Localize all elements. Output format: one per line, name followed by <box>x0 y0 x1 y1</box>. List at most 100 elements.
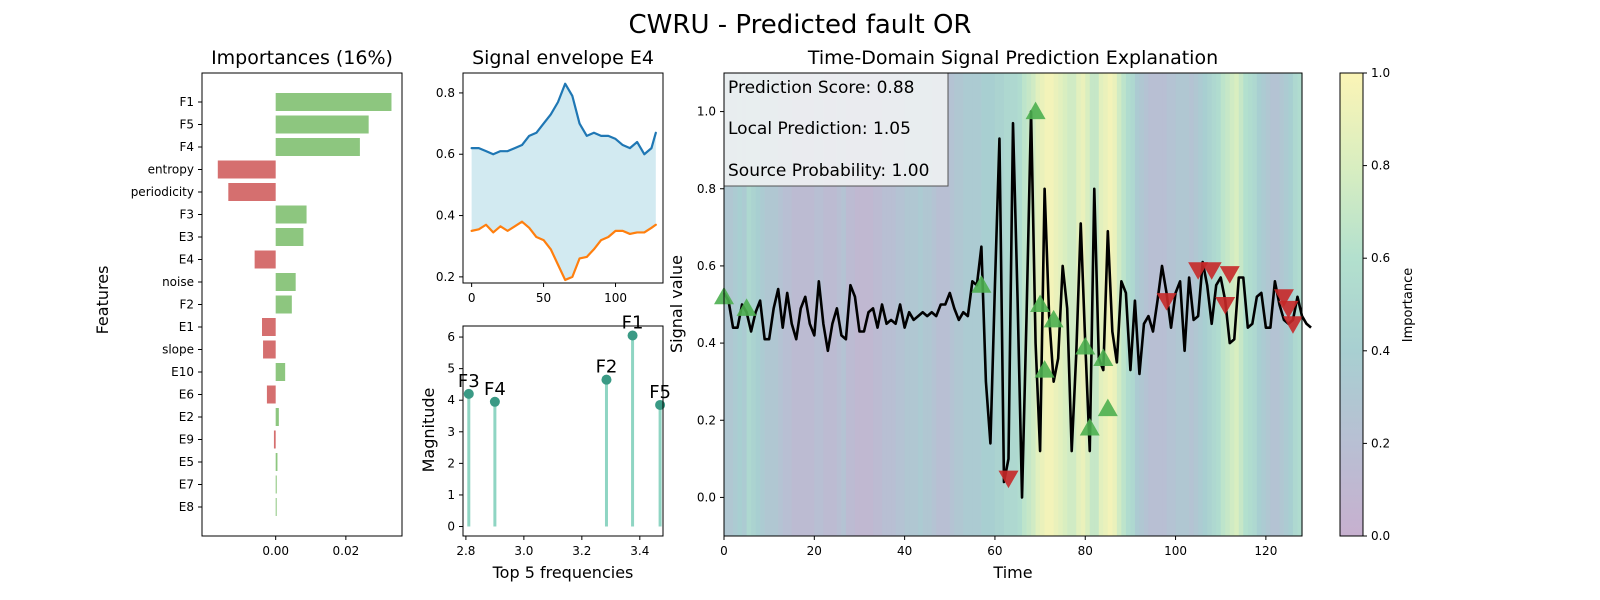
importance-band <box>1148 73 1154 536</box>
importance-bar <box>254 250 276 269</box>
x-tick-label: 3.2 <box>572 544 591 558</box>
negative-marker <box>1278 300 1299 319</box>
y-tick-label: F3 <box>179 208 194 222</box>
importance-band <box>927 73 933 536</box>
y-tick-label: F1 <box>179 95 194 109</box>
y-tick-label: F4 <box>179 140 194 154</box>
importance-band <box>958 73 964 536</box>
importances-panel: Importances (16%) Features F1 F5 F4 entropy… <box>93 47 403 558</box>
x-tick-label: 0 <box>720 544 728 558</box>
positive-marker <box>1025 101 1046 120</box>
y-tick-label: 3 <box>447 425 455 439</box>
importance-band <box>1175 73 1181 536</box>
importance-band <box>904 73 910 536</box>
y-tick-label: 2 <box>447 456 455 470</box>
importance-band <box>773 73 779 536</box>
importance-band <box>954 73 960 536</box>
stem-label: F2 <box>596 357 618 378</box>
y-tick-label: E3 <box>179 230 194 244</box>
importance-band <box>823 73 829 536</box>
importance-band <box>1139 73 1145 536</box>
importance-band <box>1112 73 1118 536</box>
x-tick-label: 40 <box>897 544 912 558</box>
colorbar-gradient <box>1339 72 1364 537</box>
frequencies-panel: Top 5 frequencies Magnitude F3 F4 F2 F1 F5 2… <box>419 312 671 582</box>
stem-label: F3 <box>458 371 480 392</box>
importance-band <box>1003 73 1010 536</box>
y-tick-label: 1 <box>447 488 455 502</box>
y-tick-label: 0.4 <box>436 209 455 223</box>
y-tick-label: E8 <box>179 500 194 514</box>
importance-band <box>1121 73 1127 536</box>
colorbar-panel: 0.0 0.2 0.4 0.6 0.8 1.0 Importance <box>1339 66 1416 543</box>
importance-band <box>809 73 815 536</box>
positive-marker <box>1043 309 1064 328</box>
importance-bar <box>275 205 307 224</box>
info-box-background <box>723 72 949 187</box>
x-tick-label: 0.00 <box>262 544 289 558</box>
y-tick-label: 0.8 <box>697 182 716 196</box>
y-tick-label: noise <box>162 275 194 289</box>
importance-band <box>1022 73 1028 536</box>
importance-bar <box>275 475 277 494</box>
y-tick-label: 0.8 <box>436 86 455 100</box>
colorbar-tick-label: 0.4 <box>1371 344 1390 358</box>
y-tick-label: E10 <box>171 365 194 379</box>
importance-band <box>1013 73 1019 536</box>
importance-bar <box>275 228 304 246</box>
lower-envelope-line <box>470 220 657 282</box>
importance-band <box>796 73 802 536</box>
stem-marker <box>601 374 612 385</box>
importance-band <box>841 73 847 536</box>
frequencies-stems: F3 F4 F2 F1 F5 <box>458 312 671 527</box>
importance-bar <box>266 385 276 404</box>
colorbar-label: Importance <box>1401 268 1416 343</box>
importance-band <box>918 73 924 536</box>
importance-band <box>900 73 906 536</box>
envelope-plot <box>470 82 657 282</box>
importance-band <box>886 73 892 536</box>
importance-bar <box>275 138 360 156</box>
importance-band <box>1125 73 1132 536</box>
importance-band <box>859 73 865 536</box>
importance-band <box>990 73 996 536</box>
signal-line <box>722 110 1312 499</box>
importance-band <box>909 73 915 536</box>
upper-envelope-line <box>470 82 657 156</box>
importances-ylabel: Features <box>93 266 112 335</box>
y-tick-label: slope <box>162 343 194 357</box>
y-tick-label: E6 <box>179 388 194 402</box>
importance-band <box>764 73 770 536</box>
x-tick-label: 20 <box>807 544 822 558</box>
importance-bar <box>228 183 276 201</box>
importance-band <box>1098 73 1104 536</box>
importance-band <box>922 73 928 536</box>
y-tick-label: E7 <box>179 478 194 492</box>
importance-band <box>724 73 730 536</box>
positive-marker <box>1034 360 1055 378</box>
importance-band <box>913 73 919 536</box>
importances-ticks: F1 F5 F4 entropy periodicity F3 E3 E4 noise F2 E1 s… <box>131 95 360 558</box>
x-tick-label: 2.8 <box>456 544 475 558</box>
colorbar-tick-label: 1.0 <box>1371 66 1390 80</box>
importance-band <box>1229 73 1235 536</box>
importance-band <box>1134 73 1141 536</box>
y-tick-label: 0.2 <box>436 270 455 284</box>
importance-band <box>1053 73 1059 536</box>
importance-bar <box>275 453 278 471</box>
importances-title: Importances (16%) <box>211 47 393 69</box>
y-tick-label: E4 <box>179 253 194 267</box>
envelope-axes-frame <box>462 72 664 284</box>
y-tick-label: 0.6 <box>697 259 716 273</box>
importance-band <box>1265 73 1271 536</box>
positive-marker <box>1075 336 1096 355</box>
importance-band <box>994 73 1001 536</box>
positive-marker <box>1097 398 1118 417</box>
importance-bar <box>275 408 279 426</box>
importance-band <box>882 73 888 536</box>
importance-band <box>1062 73 1068 536</box>
importance-band <box>945 73 951 536</box>
frequencies-xlabel: Top 5 frequencies <box>492 563 634 582</box>
